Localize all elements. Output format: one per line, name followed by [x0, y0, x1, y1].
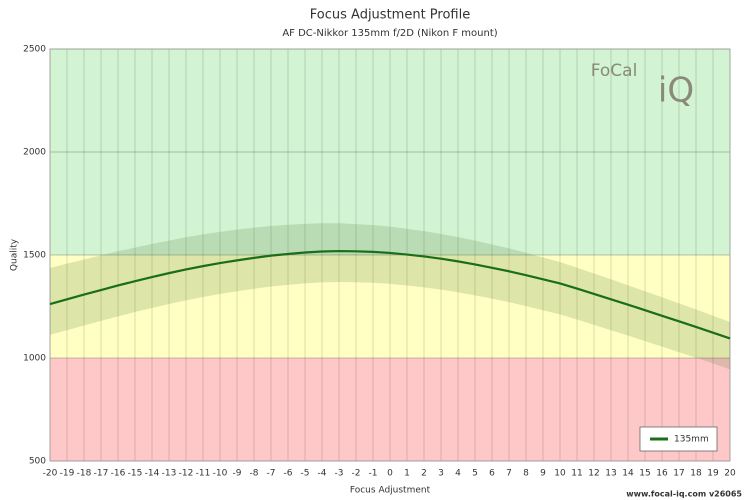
- y-tick-label: 500: [29, 457, 46, 467]
- x-tick-label: -16: [111, 469, 126, 479]
- x-tick-label: 7: [506, 469, 512, 479]
- logo: FoCal iQ: [591, 61, 694, 111]
- x-tick-label: 4: [455, 469, 461, 479]
- y-tick-label: 2500: [23, 45, 46, 55]
- y-tick-label: 2000: [23, 148, 46, 158]
- x-tick-label: 5: [472, 469, 478, 479]
- x-tick-label: 8: [523, 469, 529, 479]
- x-tick-label: -9: [233, 469, 242, 479]
- x-tick-label: -5: [301, 469, 310, 479]
- logo-text: FoCal: [591, 61, 638, 81]
- x-tick-label: 0: [387, 469, 393, 479]
- chart-title: Focus Adjustment Profile: [310, 8, 470, 23]
- x-tick-label: -7: [267, 469, 276, 479]
- x-tick-label: -19: [60, 469, 75, 479]
- x-tick-label: -13: [162, 469, 177, 479]
- x-tick-label: 10: [554, 469, 566, 479]
- y-tick-label: 1500: [23, 251, 46, 261]
- quality-zone: [50, 49, 730, 255]
- x-tick-label: -4: [318, 469, 327, 479]
- x-tick-label: 11: [571, 469, 582, 479]
- x-tick-label: -20: [43, 469, 58, 479]
- legend: 135mm: [639, 426, 718, 452]
- x-tick-label: 20: [724, 469, 736, 479]
- logo-text: iQ: [658, 71, 694, 111]
- x-tick-label: -12: [179, 469, 194, 479]
- x-tick-label: 17: [673, 469, 684, 479]
- x-tick-label: 19: [707, 469, 719, 479]
- x-tick-label: 16: [656, 469, 668, 479]
- x-tick-label: 13: [605, 469, 616, 479]
- x-tick-label: -18: [77, 469, 92, 479]
- legend-label: 135mm: [674, 435, 709, 445]
- series-line: [49, 249, 731, 340]
- x-tick-label: 6: [489, 469, 495, 479]
- x-tick-label: 3: [438, 469, 444, 479]
- x-tick-label: -10: [213, 469, 228, 479]
- chart-subtitle: AF DC-Nikkor 135mm f/2D (Nikon F mount): [282, 28, 497, 39]
- x-tick-label: -14: [145, 469, 160, 479]
- x-tick-label: 9: [540, 469, 546, 479]
- x-tick-label: 18: [690, 469, 702, 479]
- x-tick-label: -3: [335, 469, 344, 479]
- x-tick-label: -15: [128, 469, 143, 479]
- x-tick-label: -17: [94, 469, 109, 479]
- quality-zone: [50, 255, 730, 358]
- x-tick-label: 15: [639, 469, 650, 479]
- x-tick-label: -8: [250, 469, 259, 479]
- x-axis-label: Focus Adjustment: [350, 486, 431, 496]
- plot-frame: [49, 48, 731, 462]
- y-tick-label: 1000: [23, 354, 46, 364]
- x-tick-label: -6: [284, 469, 293, 479]
- y-axis-label: Quality: [10, 238, 20, 271]
- x-tick-label: 12: [588, 469, 599, 479]
- x-tick-label: 14: [622, 469, 634, 479]
- quality-zone: [50, 358, 730, 461]
- footer: www.focal-iq.com v26065: [626, 490, 742, 499]
- x-tick-label: -11: [196, 469, 211, 479]
- x-tick-label: -1: [369, 469, 378, 479]
- x-tick-label: 2: [421, 469, 427, 479]
- x-tick-label: 1: [404, 469, 410, 479]
- confidence-band: [50, 223, 730, 370]
- x-tick-label: -2: [352, 469, 361, 479]
